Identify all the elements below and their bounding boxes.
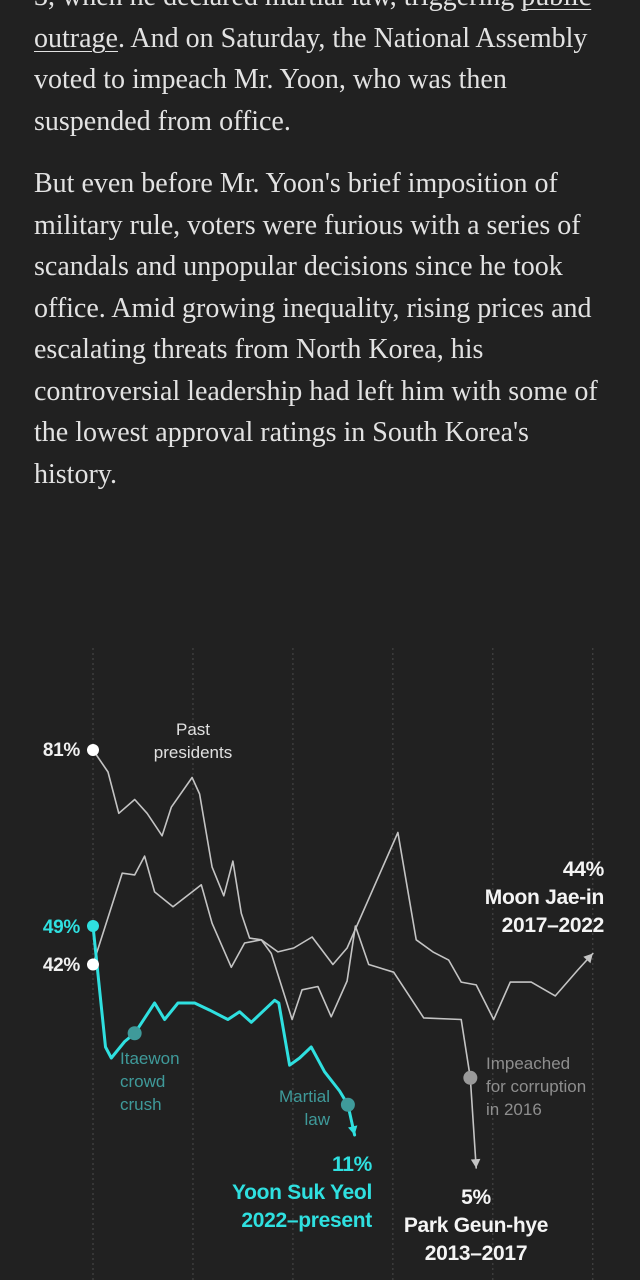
article-paragraph: 3, when he declared martial law, trigger… — [34, 0, 614, 142]
yoon-end-label: 11% Yoon Suk Yeol 2022–present — [231, 1153, 372, 1232]
event-dot — [127, 1026, 142, 1041]
park-end-label: 5% Park Geun-hye 2013–2017 — [403, 1186, 549, 1265]
series-marks — [87, 744, 593, 1168]
article-body: 3, when he declared martial law, trigger… — [34, 0, 614, 516]
series-end-arrow — [347, 1125, 358, 1135]
past-presidents-label: Past presidents — [153, 720, 233, 762]
park-start-label: 42% — [42, 955, 80, 976]
series-start-dot — [87, 958, 99, 971]
series-end-arrow — [583, 953, 593, 964]
public-outrage-link[interactable]: public outrage — [34, 0, 591, 54]
paragraph-text: 3, when he declared martial law, trigger… — [34, 0, 521, 12]
martial-law-annotation: Martial law — [278, 1087, 330, 1129]
event-dot — [340, 1097, 355, 1112]
series-start-dot — [87, 744, 99, 756]
series-end-arrow — [470, 1158, 481, 1168]
series-line — [92, 749, 594, 1021]
moon-end-label: 44% Moon Jae-in 2017–2022 — [484, 858, 605, 937]
series-start-dot — [87, 920, 99, 932]
itaewon-annotation: Itaewon crowd crush — [120, 1049, 180, 1114]
moon-start-label: 81% — [42, 740, 80, 761]
series-line — [92, 855, 478, 1169]
impeached-annotation: Impeached for corruption in 2016 — [486, 1054, 587, 1119]
paragraph-text: . And on Saturday, the National Assembly… — [34, 22, 588, 137]
event-dot — [463, 1070, 478, 1085]
article-paragraph: But even before Mr. Yoon's brief imposit… — [34, 168, 598, 490]
yoon-start-label: 49% — [42, 917, 80, 938]
